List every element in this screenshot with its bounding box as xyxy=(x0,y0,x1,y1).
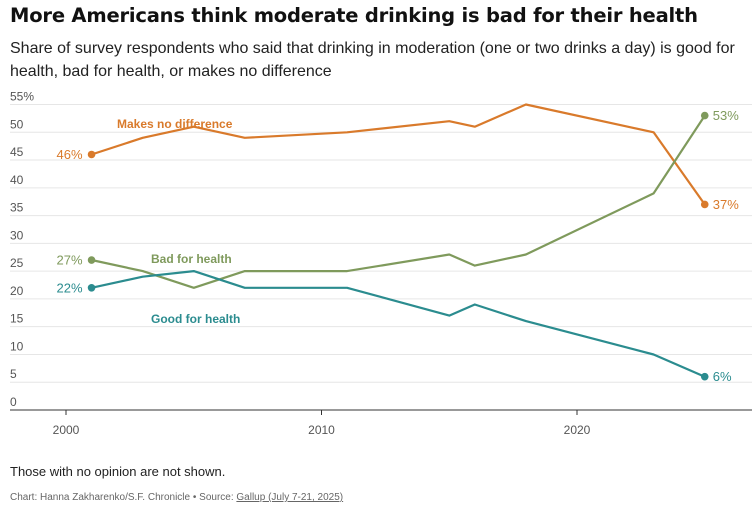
y-tick-label: 45 xyxy=(10,145,24,159)
line-chart: 0 5 10 15 20 25 30 35 40 45 50 55% 2000 2010 2020 46% 37… xyxy=(10,90,752,437)
y-tick-label: 10 xyxy=(10,339,24,353)
start-value-label: 46% xyxy=(57,147,83,162)
y-tick-label: 30 xyxy=(10,228,24,242)
y-tick-label: 15 xyxy=(10,312,24,326)
start-value-label: 27% xyxy=(57,253,83,268)
x-tick-label: 2020 xyxy=(564,423,591,437)
end-point-makes-no-difference xyxy=(700,200,709,209)
start-value-label: 22% xyxy=(57,280,83,295)
y-tick-label: 5 xyxy=(10,367,17,381)
footnote: Those with no opinion are not shown. xyxy=(10,464,226,479)
series-name-label-good-for-health: Good for health xyxy=(151,312,240,326)
start-point-makes-no-difference xyxy=(87,150,96,159)
series-line-makes-no-difference xyxy=(90,103,706,206)
start-point-good-for-health xyxy=(87,284,96,292)
y-tick-label: 55% xyxy=(10,90,34,104)
y-tick-label: 25 xyxy=(10,256,24,270)
series-line-good-for-health xyxy=(90,270,706,378)
y-tick-label: 40 xyxy=(10,173,24,187)
start-point-bad-for-health xyxy=(87,256,96,264)
y-tick-label: 35 xyxy=(10,201,24,215)
y-tick-label: 50 xyxy=(10,117,24,131)
credit-line: Chart: Hanna Zakharenko/S.F. Chronicle •… xyxy=(10,492,343,503)
credit-text: Chart: Hanna Zakharenko/S.F. Chronicle •… xyxy=(10,492,237,503)
y-tick-label: 0 xyxy=(10,395,17,409)
source-link[interactable]: Gallup (July 7-21, 2025) xyxy=(236,492,344,503)
chart-subtitle: Share of survey respondents who said tha… xyxy=(10,40,735,80)
series-name-label-bad-for-health: Bad for health xyxy=(151,252,232,266)
x-tick-label: 2000 xyxy=(53,423,80,437)
y-tick-label: 20 xyxy=(10,284,24,298)
chart-title: More Americans think moderate drinking i… xyxy=(10,4,698,27)
series-line-bad-for-health xyxy=(90,114,706,289)
end-point-good-for-health xyxy=(700,372,709,381)
x-tick-label: 2010 xyxy=(308,423,335,437)
series-name-label-makes-no-difference: Makes no difference xyxy=(117,117,233,131)
end-value-label: 37% xyxy=(713,197,739,212)
end-value-label: 6% xyxy=(713,369,732,384)
end-value-label: 53% xyxy=(713,108,739,123)
end-point-bad-for-health xyxy=(700,111,709,120)
